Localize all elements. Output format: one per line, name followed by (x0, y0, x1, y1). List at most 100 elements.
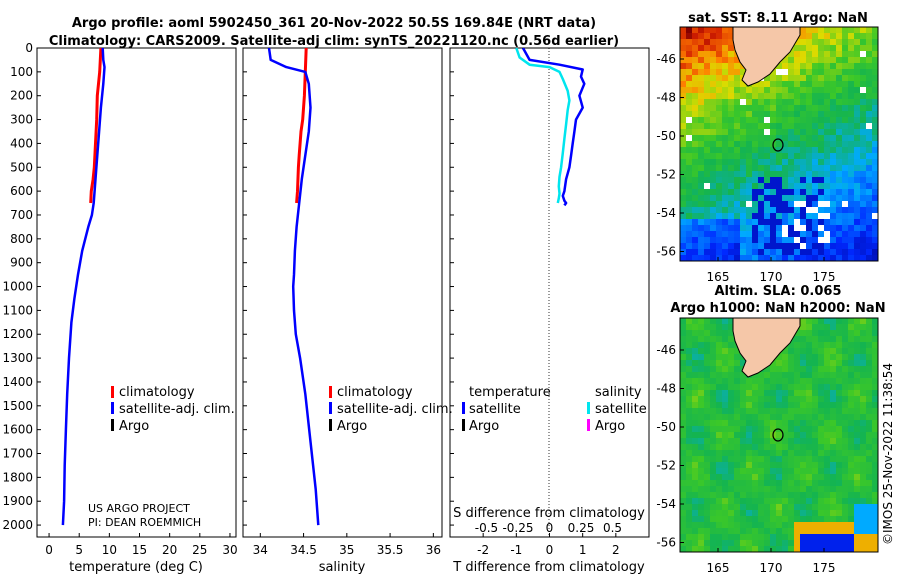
heatmap-cell (716, 213, 723, 220)
heatmap-cell (686, 450, 693, 457)
heatmap-cell (740, 408, 747, 415)
heatmap-cell (716, 402, 723, 409)
heatmap-cell (866, 237, 873, 244)
heatmap-cell (728, 99, 735, 106)
heatmap-cell (794, 450, 801, 457)
heatmap-cell (776, 249, 783, 256)
heatmap-cell (746, 378, 753, 385)
heatmap-cell (830, 255, 837, 261)
heatmap-cell (758, 402, 765, 409)
heatmap-cell (716, 105, 723, 112)
heatmap-cell (788, 486, 795, 493)
heatmap-cell (716, 57, 723, 64)
heatmap-cell (860, 135, 867, 142)
heatmap-cell (788, 534, 795, 541)
heatmap-cell (710, 63, 717, 70)
heatmap-cell (734, 354, 741, 361)
heatmap-cell (710, 456, 717, 463)
heatmap-cell (854, 366, 861, 373)
heatmap-cell (776, 420, 783, 427)
heatmap-cell (698, 402, 705, 409)
heatmap-cell (848, 51, 855, 58)
heatmap-cell (764, 366, 771, 373)
heatmap-cell (782, 546, 789, 552)
heatmap-cell (866, 57, 873, 64)
heatmap-cell (704, 468, 711, 475)
heatmap-cell (824, 87, 831, 94)
heatmap-cell (782, 159, 789, 166)
heatmap-cell (854, 432, 861, 439)
heatmap-cell (776, 213, 783, 220)
heatmap-cell (752, 249, 759, 256)
heatmap-cell (698, 69, 705, 76)
heatmap-cell (692, 45, 699, 52)
heatmap-cell (722, 540, 729, 547)
heatmap-cell (740, 213, 747, 220)
heatmap-cell (728, 432, 735, 439)
heatmap-cell (782, 498, 789, 505)
heatmap-cell (794, 348, 801, 355)
heatmap-cell (818, 141, 825, 148)
heatmap-cell (686, 510, 693, 517)
heatmap-cell (818, 390, 825, 397)
heatmap-cell (818, 243, 825, 250)
heatmap-cell (830, 117, 837, 124)
heatmap-cell (680, 318, 687, 325)
heatmap-cell (812, 33, 819, 40)
heatmap-cell (794, 51, 801, 58)
heatmap-cell (854, 201, 861, 208)
heatmap-cell (818, 237, 825, 244)
heatmap-cell (800, 51, 807, 58)
heatmap-cell (776, 75, 783, 82)
heatmap-cell (686, 474, 693, 481)
heatmap-cell (848, 99, 855, 106)
heatmap-cell (734, 420, 741, 427)
heatmap-cell (848, 438, 855, 445)
heatmap-cell (752, 123, 759, 130)
heatmap-cell (836, 342, 843, 349)
heatmap-cell (800, 504, 807, 511)
heatmap-cell (716, 129, 723, 136)
heatmap-cell (854, 111, 861, 118)
heatmap-cell (794, 255, 801, 261)
heatmap-cell (836, 360, 843, 367)
heatmap-cell (806, 177, 813, 184)
heatmap-cell (806, 540, 813, 547)
heatmap-cell (872, 396, 878, 403)
heatmap-cell (728, 243, 735, 250)
heatmap-cell (680, 342, 687, 349)
heatmap-cell (728, 195, 735, 202)
heatmap-cell (860, 183, 867, 190)
heatmap-cell (704, 414, 711, 421)
heatmap-cell (836, 354, 843, 361)
heatmap-cell (806, 498, 813, 505)
heatmap-cell (770, 207, 777, 214)
heatmap-cell (710, 87, 717, 94)
heatmap-cell (716, 171, 723, 178)
heatmap-cell (776, 444, 783, 451)
heatmap-cell (812, 498, 819, 505)
heatmap-cell (716, 45, 723, 52)
heatmap-cell (776, 69, 783, 76)
heatmap-cell (818, 177, 825, 184)
heatmap-cell (806, 390, 813, 397)
heatmap-cell (728, 123, 735, 130)
heatmap-cell (830, 159, 837, 166)
heatmap-cell (806, 480, 813, 487)
heatmap-cell (800, 402, 807, 409)
heatmap-cell (854, 528, 861, 535)
heatmap-cell (842, 153, 849, 160)
heatmap-cell (782, 462, 789, 469)
heatmap-cell (728, 366, 735, 373)
heatmap-cell (698, 189, 705, 196)
heatmap-cell (782, 195, 789, 202)
heatmap-cell (698, 540, 705, 547)
heatmap-cell (854, 33, 861, 40)
heatmap-cell (872, 480, 878, 487)
heatmap-cell (866, 255, 873, 261)
heatmap-cell (818, 468, 825, 475)
heatmap-cell (722, 498, 729, 505)
heatmap-cell (710, 123, 717, 130)
heatmap-cell (734, 135, 741, 142)
heatmap-cell (794, 75, 801, 82)
